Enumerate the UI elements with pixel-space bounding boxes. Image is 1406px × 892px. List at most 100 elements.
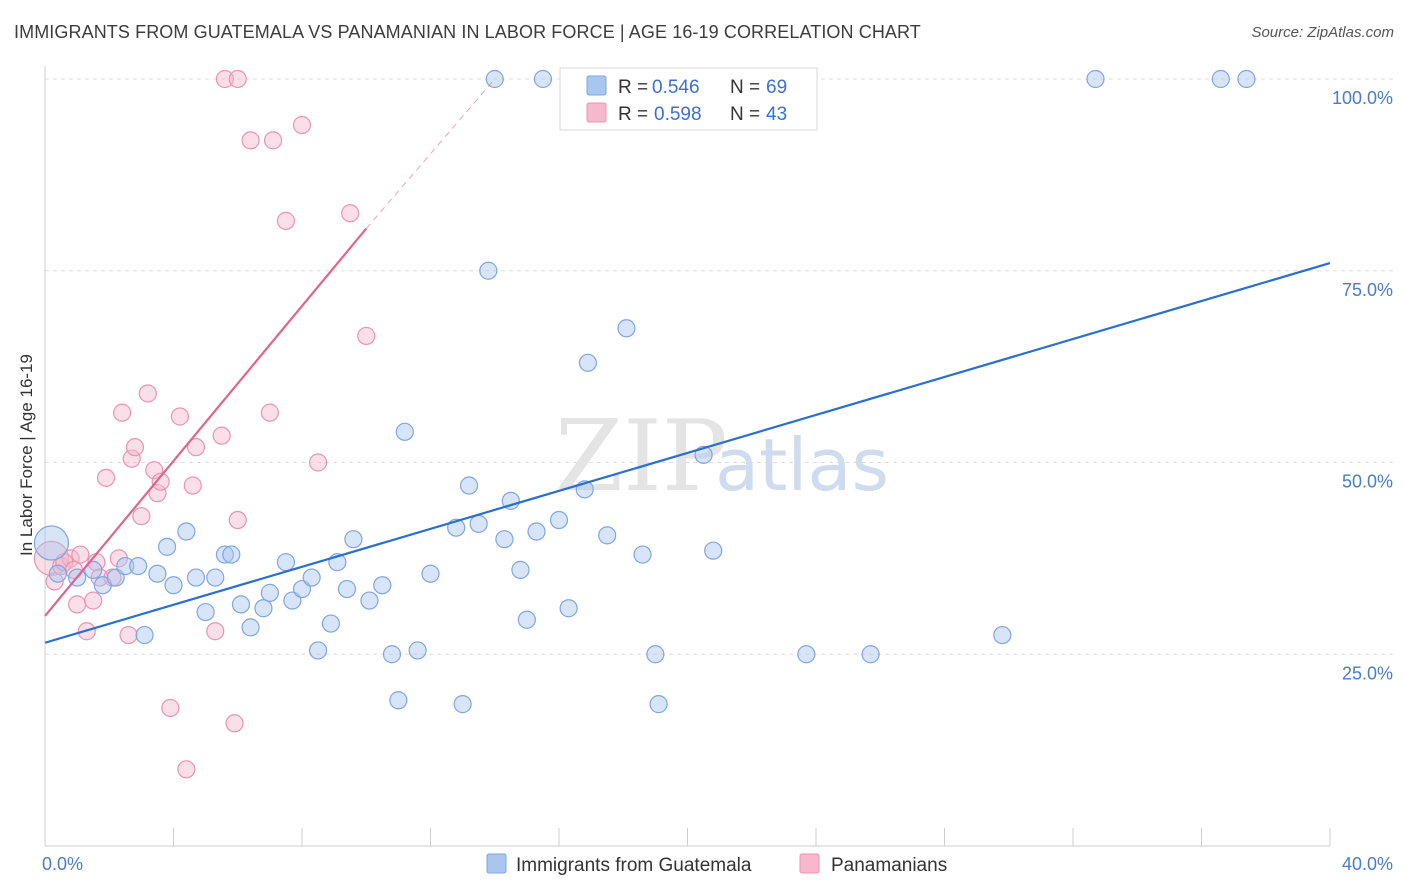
guatemala-point <box>84 560 103 579</box>
guatemala-point <box>231 595 251 614</box>
guatemala-point <box>453 695 472 714</box>
guatemala-point <box>321 614 341 633</box>
guatemala-point <box>33 525 70 561</box>
guatemala-point <box>308 641 328 660</box>
guatemala-point <box>360 591 379 610</box>
series-legend: Immigrants from Guatemala Panamanians <box>486 853 947 876</box>
panamanian-point <box>112 403 132 422</box>
guatemala-point <box>633 545 652 564</box>
y-tick-label: 25.0% <box>1342 663 1393 683</box>
watermark: ZIP atlas <box>555 400 889 514</box>
legend-r-value-blue: 0.546 <box>652 77 700 98</box>
guatemala-point <box>241 618 260 637</box>
guatemala-point <box>1237 69 1256 89</box>
guatemala-points <box>33 69 1256 714</box>
panamanian-point <box>68 595 87 614</box>
guatemala-point <box>649 695 668 714</box>
legend-n-label-pink: N = <box>730 104 760 125</box>
bottom-legend-swatch-blue <box>486 853 507 874</box>
guatemala-point <box>797 645 816 664</box>
panamanians-points <box>33 69 376 779</box>
panamanian-point <box>260 403 279 422</box>
guatemala-point <box>993 625 1012 645</box>
legend-r-label-blue: R = <box>618 77 648 98</box>
panamanian-point <box>341 204 360 223</box>
guatemala-point <box>164 576 183 595</box>
y-tick-label: 50.0% <box>1342 472 1393 492</box>
axes-layer <box>44 66 1331 847</box>
guatemala-point <box>479 261 498 280</box>
panamanian-point <box>71 545 90 564</box>
panamanian-point <box>225 714 244 733</box>
guatemala-point <box>389 691 408 710</box>
panamanian-point <box>151 472 170 491</box>
panamanian-trendline-extension <box>365 78 496 229</box>
grid-layer <box>45 78 1395 655</box>
guatemala-point <box>215 545 234 564</box>
panamanian-point <box>357 326 376 346</box>
panamanian-point <box>186 438 206 457</box>
guatemala-point <box>694 445 713 464</box>
watermark-zip: ZIP <box>555 400 728 514</box>
panamanian-point <box>308 453 328 472</box>
guatemala-point <box>382 645 402 664</box>
x-tick-label: 0.0% <box>42 854 83 874</box>
guatemala-point <box>337 579 357 599</box>
panamanian-point <box>132 507 151 526</box>
y-tick-label: 75.0% <box>1342 280 1393 300</box>
guatemala-point <box>276 553 296 572</box>
panamanian-point <box>119 625 138 645</box>
legend-swatch-pink <box>586 102 607 123</box>
guatemala-point <box>196 602 215 622</box>
bottom-legend-label-pink: Panamanians <box>831 855 947 876</box>
guatemala-point <box>408 641 427 660</box>
panamanian-point <box>148 484 167 503</box>
guatemala-point <box>517 610 536 629</box>
watermark-atlas: atlas <box>715 423 889 507</box>
guatemala-point <box>344 530 363 549</box>
guatemala-point <box>646 645 665 664</box>
guatemala-point <box>302 568 321 587</box>
source-label: Source: ZipAtlas.com <box>1251 24 1394 41</box>
guatemala-point <box>129 556 148 576</box>
legend-swatch-blue <box>586 75 607 96</box>
guatemala-point <box>501 491 520 510</box>
panamanian-point <box>241 131 260 150</box>
trendlines <box>44 78 1331 644</box>
panamanian-point <box>206 622 225 641</box>
chart-title: IMMIGRANTS FROM GUATEMALA VS PANAMANIAN … <box>14 22 921 42</box>
stats-legend: R = 0.546 N = 69 R = 0.598 N = 43 <box>559 67 818 131</box>
guatemala-point <box>559 599 578 618</box>
guatemala-point <box>148 564 167 583</box>
guatemala-point <box>186 568 206 587</box>
guatemala-point <box>617 319 636 338</box>
bottom-legend-label-blue: Immigrants from Guatemala <box>516 855 752 876</box>
guatemala-point <box>157 537 177 556</box>
guatemala-point <box>222 545 241 564</box>
guatemala-point <box>421 564 440 583</box>
panamanian-point <box>122 449 141 468</box>
guatemala-point <box>469 514 488 533</box>
panamanian-point <box>228 510 247 530</box>
panamanian-point <box>145 461 164 480</box>
panamanian-point <box>212 426 231 445</box>
guatemala-point <box>549 510 569 530</box>
panamanian-point <box>138 384 157 403</box>
x-tick-label: 40.0% <box>1342 854 1393 874</box>
panamanian-point <box>183 476 202 495</box>
panamanian-point <box>292 115 312 135</box>
legend-r-value-pink: 0.598 <box>654 104 702 125</box>
panamanian-point <box>170 407 190 426</box>
bottom-legend-swatch-pink <box>799 853 820 874</box>
panamanian-point <box>177 760 196 779</box>
guatemala-point <box>533 69 553 89</box>
guatemala-point <box>135 625 154 645</box>
guatemala-point <box>459 476 479 495</box>
guatemala-point <box>527 522 546 541</box>
panamanian-point <box>33 540 70 576</box>
guatemala-point <box>260 583 279 602</box>
guatemala-point <box>177 522 196 541</box>
legend-n-value-blue: 69 <box>766 77 787 98</box>
guatemala-point <box>704 541 723 560</box>
